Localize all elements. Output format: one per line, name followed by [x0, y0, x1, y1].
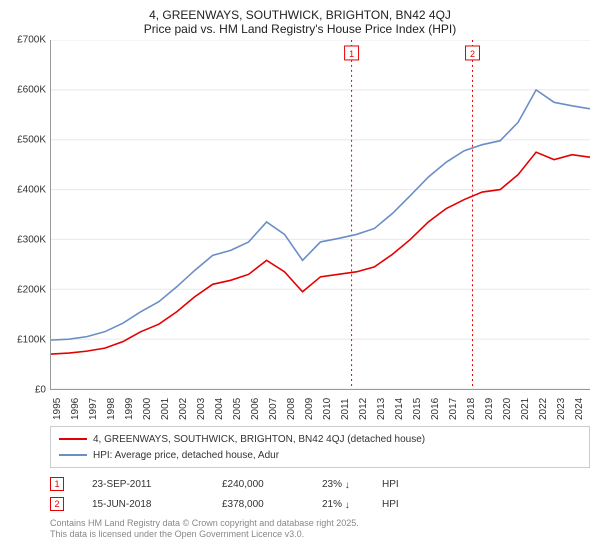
x-tick-label: 2002: [178, 398, 189, 420]
sale-pct-1: 23% ↓: [322, 479, 382, 490]
x-tick-label: 2010: [322, 398, 333, 420]
arrow-down-icon: ↓: [345, 500, 350, 511]
x-axis: 1995 1996 1997 1998 1999 2000 2001 2002 2003 2004…: [10, 390, 590, 424]
x-tick-label: 2024: [574, 398, 585, 420]
x-tick-label: 2023: [556, 398, 567, 420]
x-tick-label: 2020: [502, 398, 513, 420]
legend-item-property: 4, GREENWAYS, SOUTHWICK, BRIGHTON, BN42 …: [59, 431, 581, 447]
legend-item-hpi: HPI: Average price, detached house, Adur: [59, 447, 581, 463]
footer-line-1: Contains HM Land Registry data © Crown c…: [50, 518, 590, 529]
x-tick-label: 2011: [340, 398, 351, 420]
y-tick-label: £700K: [17, 35, 46, 46]
x-tick-label: 2009: [304, 398, 315, 420]
y-axis: £0£100K£200K£300K£400K£500K£600K£700K: [10, 40, 50, 390]
title-line-1: 4, GREENWAYS, SOUTHWICK, BRIGHTON, BN42 …: [10, 8, 590, 22]
chart-area: £0£100K£200K£300K£400K£500K£600K£700K 12: [10, 40, 590, 390]
x-tick-label: 2019: [484, 398, 495, 420]
svg-text:1: 1: [349, 49, 354, 59]
x-tick-label: 2021: [520, 398, 531, 420]
legend-swatch-property: [59, 438, 87, 440]
sale-vs-1: HPI: [382, 479, 412, 490]
x-tick-label: 2022: [538, 398, 549, 420]
x-tick-label: 2006: [250, 398, 261, 420]
x-tick-label: 2001: [160, 398, 171, 420]
sale-date-1: 23-SEP-2011: [92, 479, 222, 490]
sale-row-2: 2 15-JUN-2018 £378,000 21% ↓ HPI: [50, 494, 590, 514]
y-tick-label: £0: [35, 385, 46, 396]
x-tick-label: 1997: [88, 398, 99, 420]
x-tick-label: 2004: [214, 398, 225, 420]
y-tick-label: £200K: [17, 285, 46, 296]
svg-text:2: 2: [470, 49, 475, 59]
title-line-2: Price paid vs. HM Land Registry's House …: [10, 22, 590, 36]
legend-label-property: 4, GREENWAYS, SOUTHWICK, BRIGHTON, BN42 …: [93, 434, 425, 445]
sale-marker-2: 2: [50, 497, 64, 511]
plot-area: 12: [50, 40, 590, 390]
sale-marker-1: 1: [50, 477, 64, 491]
x-tick-label: 2005: [232, 398, 243, 420]
footer-line-2: This data is licensed under the Open Gov…: [50, 529, 590, 540]
legend-label-hpi: HPI: Average price, detached house, Adur: [93, 450, 279, 461]
y-tick-label: £100K: [17, 335, 46, 346]
x-tick-label: 2012: [358, 398, 369, 420]
sale-row-1: 1 23-SEP-2011 £240,000 23% ↓ HPI: [50, 474, 590, 494]
x-tick-label: 2013: [376, 398, 387, 420]
x-tick-label: 2018: [466, 398, 477, 420]
sale-pct-2: 21% ↓: [322, 499, 382, 510]
sale-marker-2-num: 2: [54, 499, 59, 509]
x-tick-label: 2007: [268, 398, 279, 420]
sale-date-2: 15-JUN-2018: [92, 499, 222, 510]
sale-marker-1-num: 1: [54, 479, 59, 489]
x-tick-label: 1998: [106, 398, 117, 420]
x-tick-label: 2014: [394, 398, 405, 420]
x-tick-label: 1996: [70, 398, 81, 420]
y-tick-label: £600K: [17, 85, 46, 96]
sale-price-1: £240,000: [222, 479, 322, 490]
x-tick-label: 2000: [142, 398, 153, 420]
y-tick-label: £400K: [17, 185, 46, 196]
x-tick-label: 2017: [448, 398, 459, 420]
sale-price-2: £378,000: [222, 499, 322, 510]
x-tick-label: 2016: [430, 398, 441, 420]
sale-vs-2: HPI: [382, 499, 412, 510]
x-tick-label: 2008: [286, 398, 297, 420]
x-tick-labels: 1995 1996 1997 1998 1999 2000 2001 2002 2003 2004…: [50, 390, 590, 424]
legend: 4, GREENWAYS, SOUTHWICK, BRIGHTON, BN42 …: [50, 426, 590, 468]
y-tick-label: £500K: [17, 135, 46, 146]
arrow-down-icon: ↓: [345, 480, 350, 491]
legend-swatch-hpi: [59, 454, 87, 456]
y-tick-label: £300K: [17, 235, 46, 246]
title-block: 4, GREENWAYS, SOUTHWICK, BRIGHTON, BN42 …: [10, 8, 590, 36]
footer-attribution: Contains HM Land Registry data © Crown c…: [50, 518, 590, 541]
plot-svg: 12: [51, 40, 590, 389]
sales-table: 1 23-SEP-2011 £240,000 23% ↓ HPI 2 15-JU…: [50, 474, 590, 514]
x-tick-label: 2003: [196, 398, 207, 420]
chart-container: 4, GREENWAYS, SOUTHWICK, BRIGHTON, BN42 …: [0, 0, 600, 560]
x-tick-label: 2015: [412, 398, 423, 420]
x-tick-label: 1995: [52, 398, 63, 420]
x-tick-label: 1999: [124, 398, 135, 420]
